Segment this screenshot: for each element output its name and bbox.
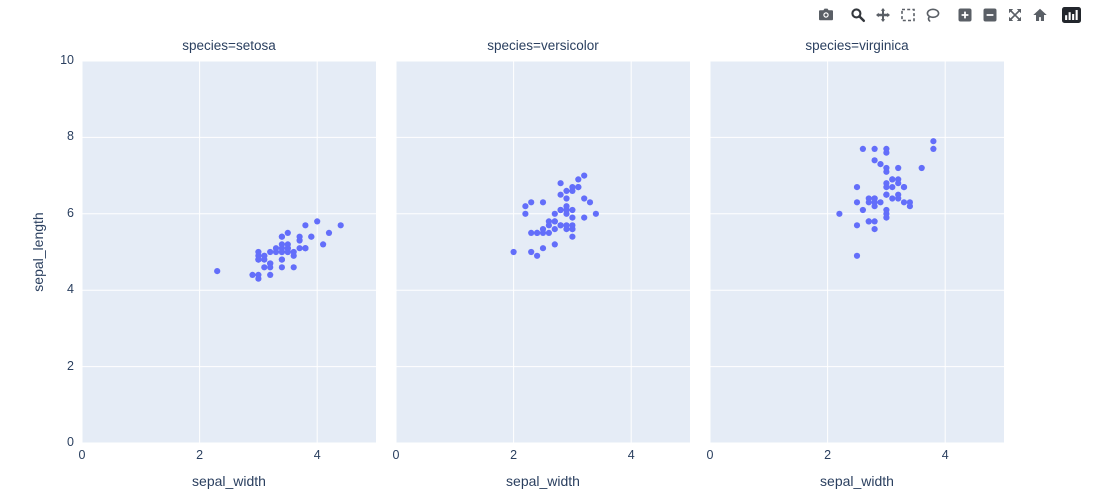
x-tick-label: 2 xyxy=(510,448,518,462)
y-tick-label: 10 xyxy=(60,53,74,67)
plot-area-setosa[interactable] xyxy=(82,61,376,443)
y-axis-ticks: 0 2 4 6 8 10 xyxy=(0,53,74,449)
plotly-logo-icon[interactable] xyxy=(1059,4,1084,26)
box-select-icon[interactable] xyxy=(895,4,920,26)
plot-area-virginica[interactable] xyxy=(710,61,1004,443)
x-tick-label: 0 xyxy=(706,448,714,462)
x-tick-label: 4 xyxy=(627,448,635,462)
x-tick-label: 0 xyxy=(78,448,86,462)
lasso-icon[interactable] xyxy=(920,4,945,26)
pan-icon[interactable] xyxy=(870,4,895,26)
facet-title: species=versicolor xyxy=(487,38,599,53)
x-tick-label: 2 xyxy=(824,448,832,462)
y-tick-label: 6 xyxy=(67,205,74,220)
x-tick-label: 4 xyxy=(313,448,321,462)
facet-virginica: species=virginica 0 2 4 sepal_width xyxy=(707,38,1004,489)
x-axis-title: sepal_width xyxy=(820,473,894,489)
zoom-in-icon[interactable] xyxy=(952,4,977,26)
facet-title: species=setosa xyxy=(182,38,276,53)
y-tick-label: 0 xyxy=(67,435,74,449)
camera-icon[interactable] xyxy=(813,4,838,26)
x-tick-label: 2 xyxy=(196,448,204,462)
y-tick-label: 2 xyxy=(67,358,74,373)
x-axis-title: sepal_width xyxy=(192,473,266,489)
plot-area-versicolor[interactable] xyxy=(396,61,690,443)
y-tick-label: 4 xyxy=(67,282,74,297)
facet-title: species=virginica xyxy=(805,38,909,53)
facet-row: species=setosa 0 2 4 sepal_width species=v… xyxy=(79,38,1004,489)
facet-setosa: species=setosa 0 2 4 sepal_width xyxy=(79,38,376,489)
x-tick-label: 0 xyxy=(392,448,400,462)
y-tick-label: 8 xyxy=(67,129,74,144)
zoom-icon[interactable] xyxy=(845,4,870,26)
facet-versicolor: species=versicolor 0 2 4 sepal_width xyxy=(393,38,690,489)
modebar xyxy=(813,4,1084,26)
reset-axes-icon[interactable] xyxy=(1027,4,1052,26)
x-axis-title: sepal_width xyxy=(506,473,580,489)
zoom-out-icon[interactable] xyxy=(977,4,1002,26)
autoscale-icon[interactable] xyxy=(1002,4,1027,26)
x-tick-label: 4 xyxy=(941,448,949,462)
